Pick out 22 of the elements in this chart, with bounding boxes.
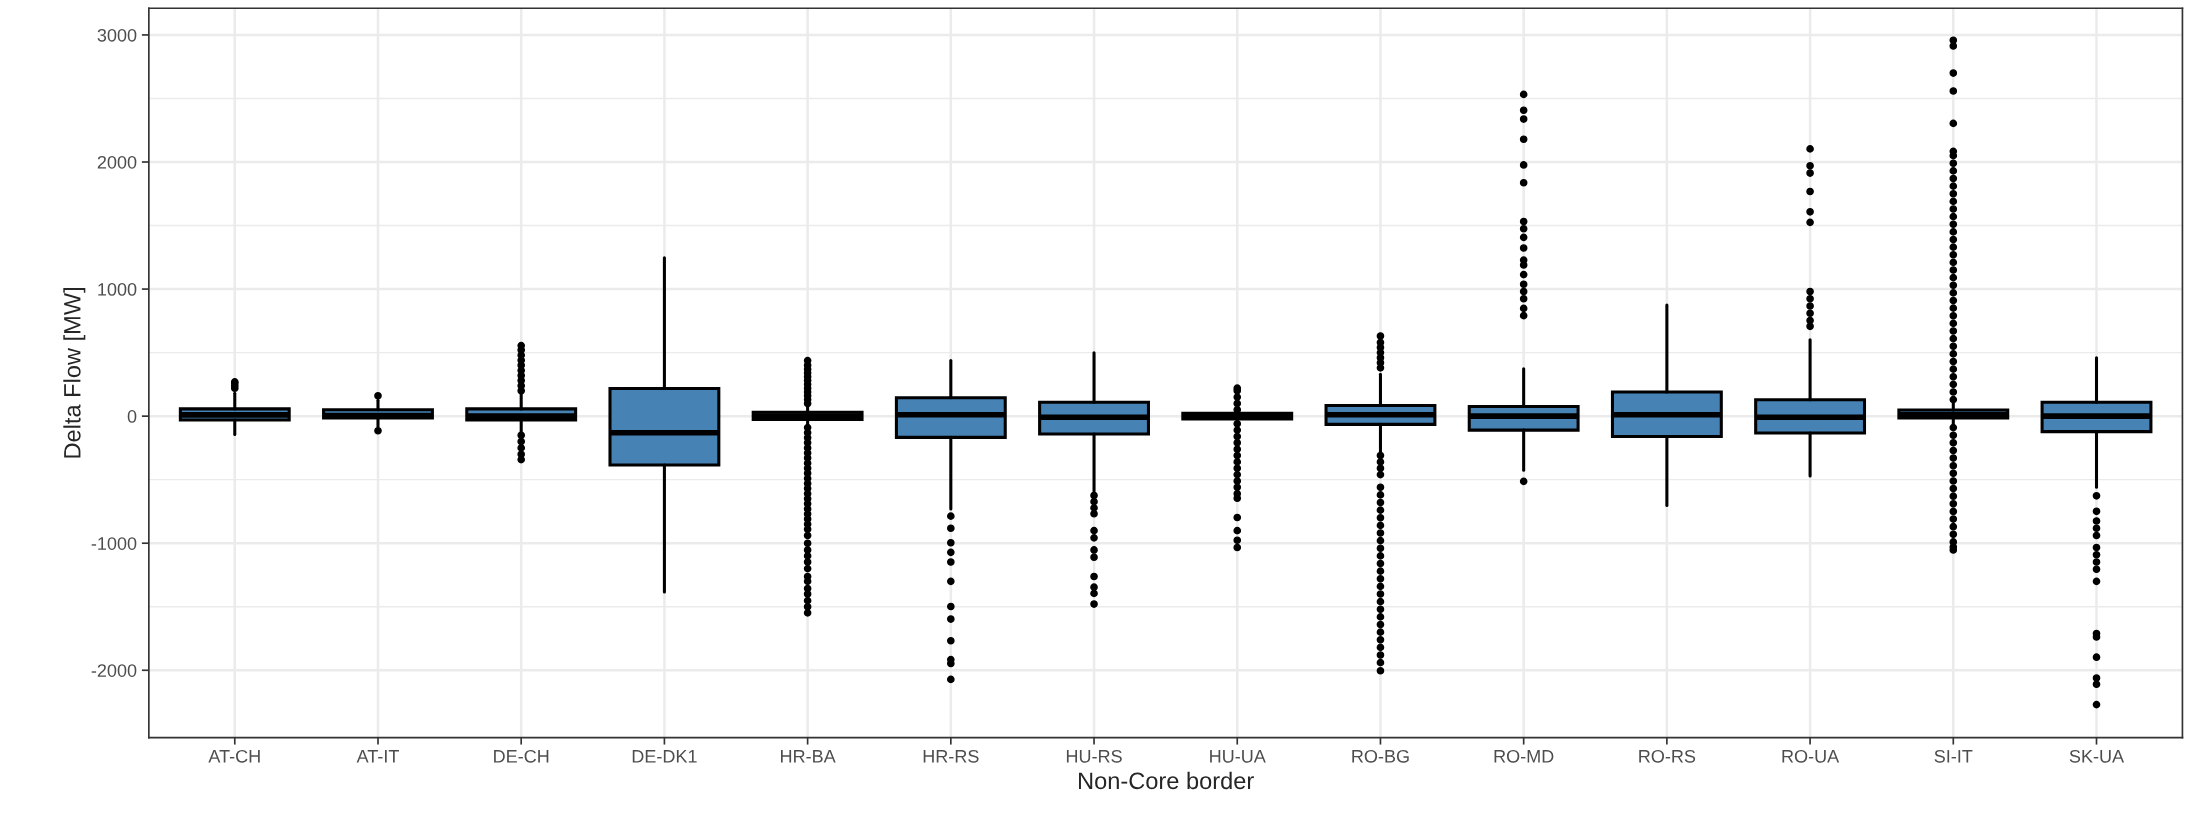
x-tick-label: AT-IT: [356, 750, 399, 763]
y-axis-title: Delta Flow [MW]: [63, 288, 86, 458]
y-tick-label: -2000: [91, 664, 137, 677]
y-tick-label: 3000: [97, 28, 137, 42]
x-tick-label: HU-RS: [1066, 749, 1122, 763]
x-tick-label: HU-UA: [1210, 750, 1266, 763]
y-tick-label: 0: [127, 410, 137, 423]
y-tick-label: 2000: [97, 155, 137, 169]
x-tick-label: SI-IT: [1934, 749, 1973, 763]
x-tick-label: RO-MD: [1494, 749, 1554, 763]
x-tick-label: AT-CH: [208, 749, 260, 763]
y-tick-label: 1000: [98, 283, 137, 296]
y-tick-label: -1000: [91, 537, 137, 550]
x-tick-label: RO-UA: [1782, 749, 1840, 763]
x-tick-label: HR-RS: [923, 749, 979, 763]
x-tick-label: RO-BG: [1352, 749, 1409, 763]
x-tick-label: DE-DK1: [632, 750, 697, 763]
x-tick-label: SK-UA: [2069, 749, 2125, 763]
x-tick-label: HR-BA: [781, 750, 836, 763]
x-tick-label: DE-CH: [494, 749, 549, 763]
x-axis-title: Non-Core border: [1079, 771, 1254, 790]
x-tick-label: RO-RS: [1639, 749, 1696, 763]
